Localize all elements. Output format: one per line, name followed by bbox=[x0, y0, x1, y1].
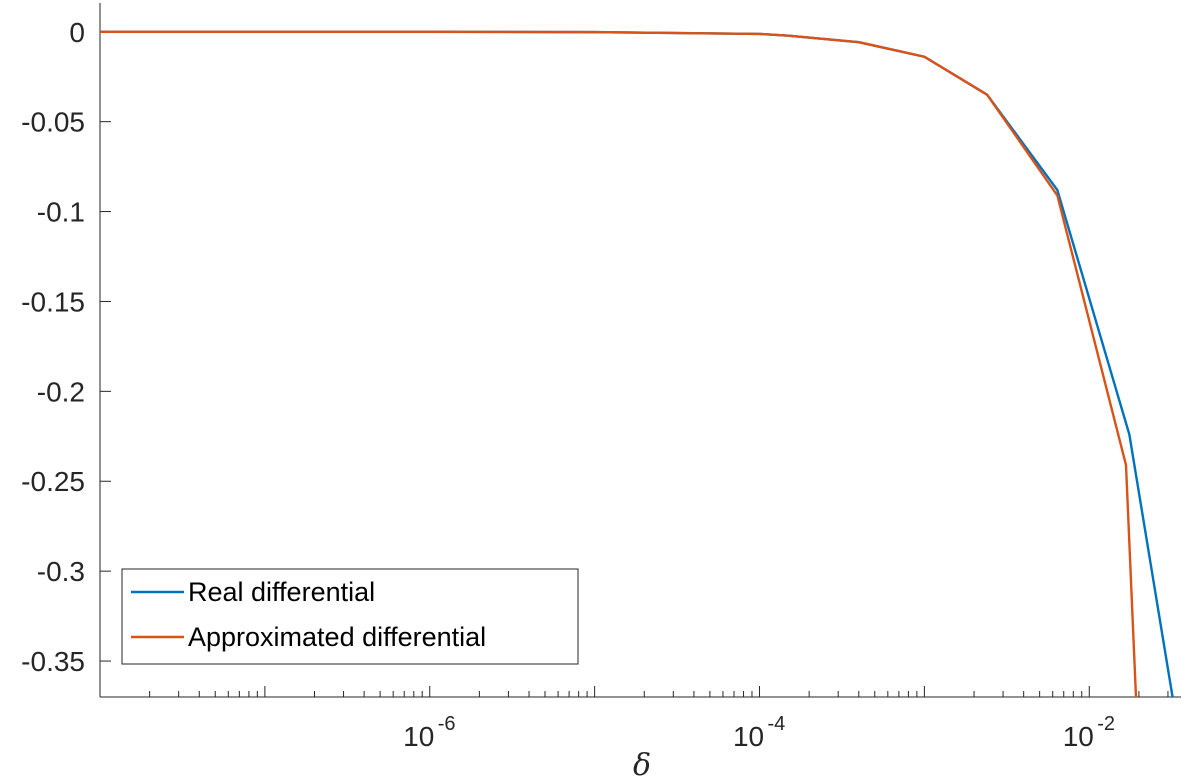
y-tick-label: -0.25 bbox=[21, 466, 85, 497]
legend-box bbox=[121, 568, 579, 665]
legend-label-real: Real differential bbox=[188, 577, 375, 607]
y-tick-label: -0.1 bbox=[37, 197, 85, 228]
y-tick-label: -0.15 bbox=[21, 286, 85, 317]
y-tick-label: -0.35 bbox=[21, 646, 85, 677]
y-tick-label: -0.3 bbox=[37, 556, 85, 587]
x-tick-label-base: 10 bbox=[403, 721, 434, 752]
y-tick-label: -0.05 bbox=[21, 107, 85, 138]
legend: Real differential Approximated different… bbox=[121, 568, 579, 665]
plot-area bbox=[100, 30, 1174, 697]
y-tick-label: -0.2 bbox=[37, 376, 85, 407]
legend-label-approximated: Approximated differential bbox=[188, 622, 486, 652]
series-line-approximated bbox=[100, 30, 1138, 697]
x-tick-label-exponent: -2 bbox=[1097, 713, 1115, 735]
x-axis-title: δ bbox=[633, 748, 651, 779]
x-tick-label-base: 10 bbox=[1063, 721, 1094, 752]
x-tick-label-base: 10 bbox=[733, 721, 764, 752]
x-tick-label: 10 -6 bbox=[403, 713, 455, 752]
y-tick-label: 0 bbox=[69, 17, 85, 48]
x-tick-label-exponent: -6 bbox=[438, 713, 456, 735]
x-tick-label: 10 -4 bbox=[733, 713, 785, 752]
x-tick-label-exponent: -4 bbox=[768, 713, 786, 735]
x-tick-label: 10 -2 bbox=[1063, 713, 1115, 752]
